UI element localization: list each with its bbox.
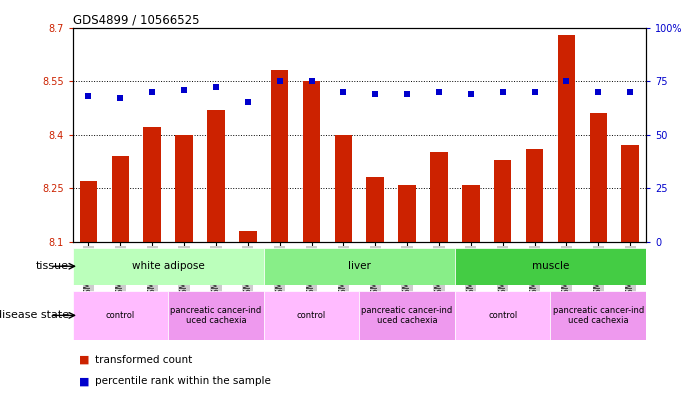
Text: GDS4899 / 10566525: GDS4899 / 10566525 <box>73 13 199 26</box>
Text: pancreatic cancer-ind
uced cachexia: pancreatic cancer-ind uced cachexia <box>361 306 453 325</box>
Text: ■: ■ <box>79 354 90 365</box>
Bar <box>207 110 225 242</box>
Bar <box>551 291 646 340</box>
Bar <box>366 178 384 242</box>
Text: control: control <box>106 311 135 320</box>
Bar <box>430 152 448 242</box>
Bar <box>111 156 129 242</box>
Text: tissue: tissue <box>36 261 69 271</box>
Bar <box>334 134 352 242</box>
Text: pancreatic cancer-ind
uced cachexia: pancreatic cancer-ind uced cachexia <box>170 306 262 325</box>
Bar <box>589 113 607 242</box>
Bar <box>239 231 256 242</box>
Bar <box>73 248 264 285</box>
Bar <box>176 134 193 242</box>
Bar <box>79 181 97 242</box>
Bar <box>398 185 416 242</box>
Text: control: control <box>488 311 518 320</box>
Text: ■: ■ <box>79 376 90 386</box>
Text: liver: liver <box>348 261 371 271</box>
Bar <box>621 145 639 242</box>
Bar <box>462 185 480 242</box>
Bar <box>455 291 551 340</box>
Bar <box>168 291 264 340</box>
Text: pancreatic cancer-ind
uced cachexia: pancreatic cancer-ind uced cachexia <box>553 306 644 325</box>
Text: transformed count: transformed count <box>95 354 192 365</box>
Bar <box>264 291 359 340</box>
Bar <box>359 291 455 340</box>
Bar <box>144 127 161 242</box>
Bar <box>494 160 511 242</box>
Bar <box>455 248 646 285</box>
Bar <box>73 291 168 340</box>
Text: percentile rank within the sample: percentile rank within the sample <box>95 376 271 386</box>
Text: muscle: muscle <box>532 261 569 271</box>
Bar <box>264 248 455 285</box>
Text: control: control <box>297 311 326 320</box>
Bar <box>558 35 575 242</box>
Bar <box>303 81 321 242</box>
Text: disease state: disease state <box>0 310 69 320</box>
Text: white adipose: white adipose <box>132 261 205 271</box>
Bar <box>526 149 543 242</box>
Bar <box>271 70 288 242</box>
